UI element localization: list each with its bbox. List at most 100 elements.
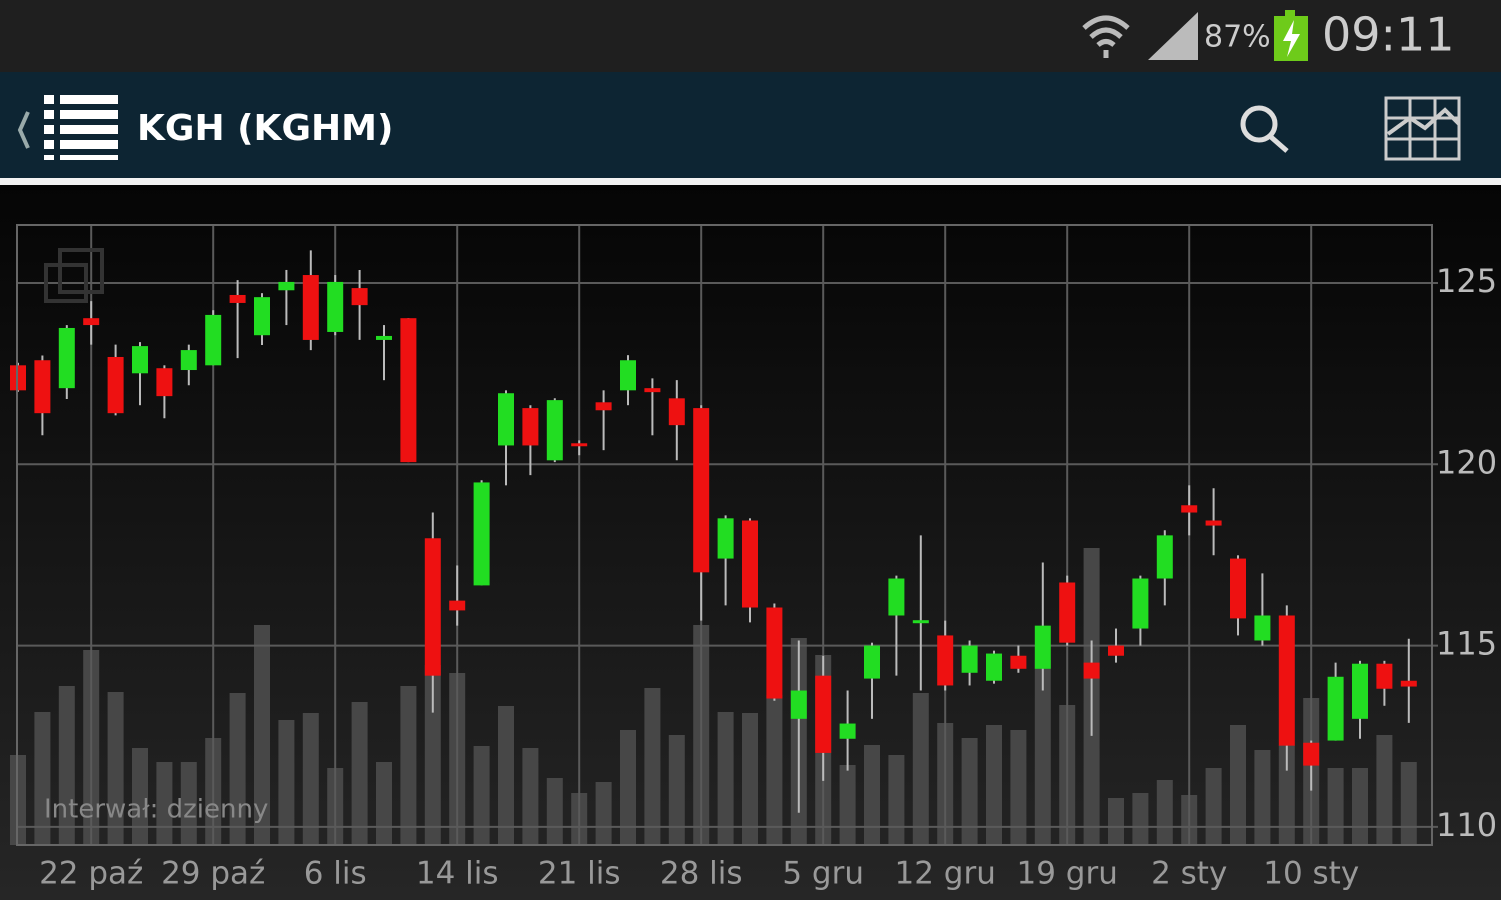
candle-body (1083, 662, 1100, 679)
y-tick-label: 115 (1436, 625, 1497, 663)
volume-bar (1010, 730, 1027, 845)
candle-body (1254, 615, 1271, 641)
volume-bar (302, 713, 319, 845)
candle-body (229, 294, 246, 303)
volume-bar (668, 735, 685, 845)
volume-bar (766, 695, 783, 845)
candle-body (278, 281, 295, 291)
volume-bar (107, 692, 124, 845)
candle-body (351, 288, 368, 306)
x-tick-label: 5 gru (782, 856, 864, 892)
candle-body (644, 388, 661, 393)
candle-body (473, 482, 490, 586)
x-tick-label: 12 gru (895, 856, 996, 892)
x-tick-label: 29 paź (161, 856, 265, 892)
volume-bar (986, 725, 1002, 845)
volume-bar (864, 745, 880, 845)
candle-body (986, 653, 1002, 681)
volume-bar (1156, 780, 1173, 845)
rotate-icon[interactable] (44, 248, 104, 303)
volume-bar (400, 686, 417, 845)
x-tick-label: 19 gru (1017, 856, 1118, 892)
candle-body (1108, 645, 1124, 656)
candle-body (180, 350, 197, 371)
volume-bar (424, 665, 441, 845)
x-tick-label: 14 lis (416, 856, 499, 892)
candle-body (132, 346, 148, 374)
candle-body (668, 398, 685, 426)
menu-icon[interactable] (44, 95, 118, 160)
volume-bar (1230, 725, 1246, 845)
volume-bar (1352, 768, 1368, 845)
volume-bar (254, 625, 270, 845)
candle-body (1327, 676, 1344, 741)
x-tick-label: 21 lis (538, 856, 621, 892)
search-icon[interactable] (1240, 105, 1289, 153)
candle-body (1400, 680, 1417, 687)
wifi-icon (1082, 15, 1130, 58)
volume-bar (1108, 798, 1124, 845)
candle-body (376, 335, 392, 340)
candle-body (717, 518, 734, 559)
candle-body (815, 675, 832, 753)
app-bar (0, 72, 1501, 178)
volume-bar (34, 712, 51, 845)
candle-body (571, 443, 588, 447)
candle-body (400, 318, 417, 463)
candle-body (1376, 663, 1393, 689)
volume-bar (278, 720, 295, 845)
chart-settings-icon[interactable] (1384, 96, 1461, 161)
clock: 09:11 (1322, 8, 1455, 62)
candle-body (937, 635, 954, 686)
candle-body (1059, 582, 1076, 643)
back-icon[interactable] (17, 111, 30, 149)
candle-body (302, 275, 319, 340)
battery-percent: 87% (1204, 20, 1271, 55)
candle-body (58, 327, 75, 389)
y-tick-label: 120 (1436, 443, 1497, 481)
volume-bar (229, 693, 246, 845)
candle-body (1303, 742, 1320, 766)
volume-bar (546, 778, 563, 845)
candle-body (961, 645, 978, 673)
candle-body (1132, 578, 1149, 629)
candle-body (83, 318, 100, 326)
candle-body (1352, 663, 1368, 719)
volume-bar (132, 748, 148, 845)
volume-bar (58, 686, 75, 845)
volume-bar (839, 765, 856, 845)
candle-body (790, 690, 807, 719)
interval-note: Interwał: dzienny (44, 795, 268, 825)
volume-bar (498, 706, 514, 845)
x-tick-label: 28 lis (660, 856, 743, 892)
volume-bar (888, 755, 905, 845)
candle-body (1181, 505, 1198, 513)
volume-bar (644, 688, 661, 845)
candle-body (449, 600, 466, 611)
candle-body (205, 314, 222, 366)
y-tick-label: 125 (1436, 262, 1497, 300)
candle-body (620, 360, 636, 391)
plot-frame (16, 224, 1433, 846)
candle-body (1156, 535, 1173, 579)
volume-bar (620, 730, 636, 845)
candle-body (1034, 625, 1051, 669)
volume-bar (961, 738, 978, 845)
candle-body (254, 297, 270, 336)
volume-bar (1254, 750, 1271, 845)
volume-bar (1376, 735, 1393, 845)
y-tick-label: 110 (1436, 806, 1497, 844)
volume-bar (473, 746, 490, 845)
volume-bar (717, 712, 734, 845)
divider (0, 178, 1501, 185)
candle-body (546, 400, 563, 461)
volume-bar (1400, 762, 1417, 845)
x-tick-label: 2 sty (1151, 856, 1227, 892)
candle-body (595, 402, 612, 411)
candle-body (912, 620, 929, 624)
candle-body (839, 723, 856, 739)
volume-bar (1132, 793, 1149, 845)
x-tick-label: 10 sty (1263, 856, 1359, 892)
volume-bar (1205, 768, 1222, 845)
